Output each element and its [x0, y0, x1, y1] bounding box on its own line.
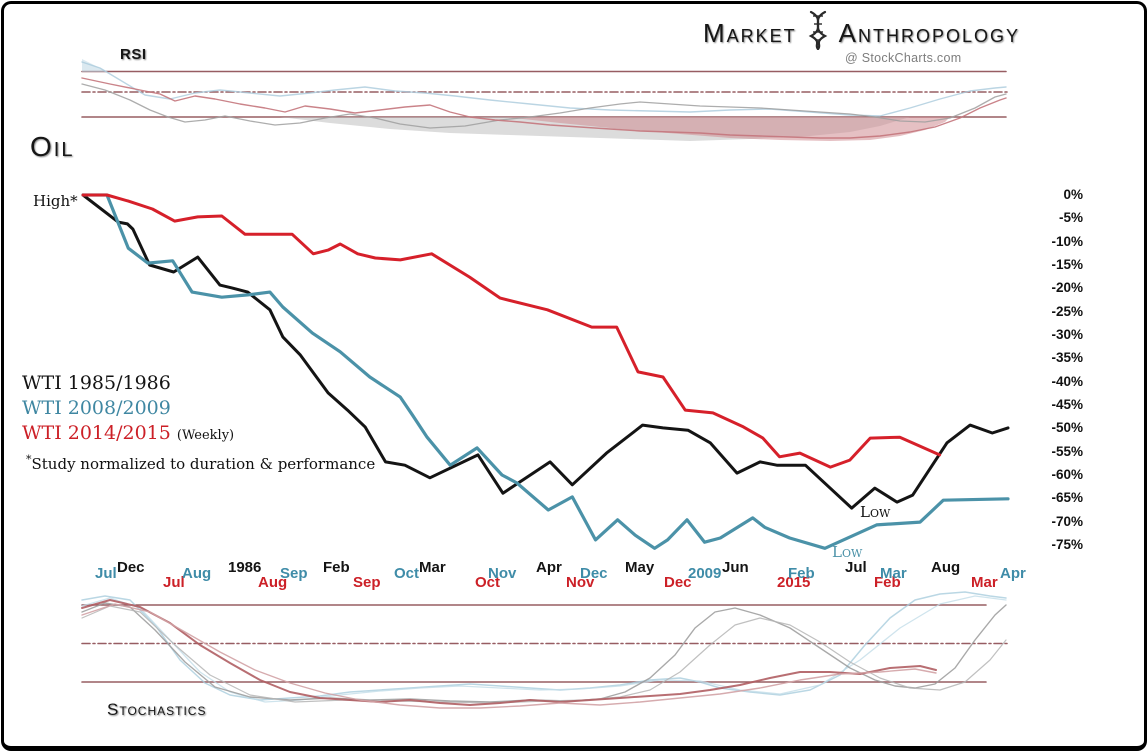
page-title: Oil [30, 131, 75, 162]
y-axis-label: -55% [1051, 443, 1083, 459]
x-axis-label-2014: Sep [353, 574, 381, 591]
x-axis-label-2008: Apr [1000, 565, 1026, 582]
x-axis-label-2008: Jul [95, 565, 117, 582]
stoch-2014-k [81, 599, 937, 706]
y-axis-label: -15% [1051, 256, 1083, 272]
x-axis-label-1985: Dec [117, 559, 145, 576]
rsi-2014 [81, 77, 1007, 139]
y-axis-label: -75% [1051, 536, 1083, 552]
x-axis-label-2008: Aug [182, 565, 212, 582]
x-axis-label-1985: Jul [845, 559, 867, 576]
y-axis-label: -20% [1051, 280, 1083, 296]
stochastics-panel-label: Stochastics [107, 700, 207, 719]
x-axis-label-2008: Dec [580, 565, 608, 582]
series-wti-1985-1986 [81, 193, 1010, 510]
study-footnote: *Study normalized to duration & performa… [26, 453, 376, 473]
y-axis-label: -25% [1051, 303, 1083, 319]
y-axis-label: -65% [1051, 490, 1083, 506]
y-axis-label: -60% [1051, 466, 1083, 482]
x-axis-label-2014: Oct [475, 574, 501, 591]
y-axis-label: -35% [1051, 350, 1083, 366]
legend-item-1985: WTI 1985/1986 [22, 372, 171, 394]
legend-item-2008: WTI 2008/2009 [22, 397, 171, 419]
x-axis-label-2014: Nov [566, 574, 595, 591]
y-axis-label: -30% [1051, 326, 1083, 342]
low-annotation-1985: Low [860, 503, 891, 521]
stockcharts-credit: @ StockCharts.com [845, 51, 962, 65]
legend-weekly-suffix: (Weekly) [176, 428, 235, 443]
brand-header: Market Anthropology [703, 10, 1020, 57]
x-axis-label-2014: Jul [163, 574, 185, 591]
y-axis-label: -50% [1051, 420, 1083, 436]
y-axis-label: -45% [1051, 396, 1083, 412]
series-wti-2008-2009 [81, 193, 1010, 550]
x-axis-label-2014: Mar [971, 574, 998, 591]
x-axis-label-2008: Feb [788, 565, 815, 582]
stoch-1985-k [81, 602, 1007, 703]
stoch-2008-k [81, 591, 1007, 701]
x-axis-label-1985: Feb [323, 559, 350, 576]
y-axis-label: -40% [1051, 373, 1083, 389]
y-axis-label: -5% [1058, 210, 1083, 226]
legend: WTI 1985/1986 WTI 2008/2009 WTI 2014/201… [22, 371, 234, 448]
brand-anthropology: Anthropology [838, 18, 1021, 48]
rsi-2008 [81, 61, 1007, 117]
y-axis-label: -10% [1051, 233, 1083, 249]
x-axis-label-2014: Feb [874, 574, 901, 591]
brand-market: Market [703, 18, 797, 48]
stoch-1985-d [81, 605, 1007, 704]
x-axis-label-2014: Dec [664, 574, 692, 591]
high-annotation: High* [33, 192, 78, 210]
y-axis-label: 0% [1063, 187, 1083, 202]
x-axis-label-2008: Sep [280, 565, 308, 582]
x-axis-label-2014: 2015 [777, 574, 811, 591]
x-axis-label-1985: Mar [419, 559, 446, 576]
low-annotation-2008: Low [832, 543, 863, 561]
stoch-2008-d [81, 595, 1007, 703]
x-axis-label-1985: 1986 [228, 559, 262, 576]
x-axis-label-1985: May [625, 559, 655, 576]
x-axis-label-1985: Jun [722, 559, 749, 576]
x-axis-label-1985: Apr [536, 559, 562, 576]
rsi-1985 [81, 83, 1007, 129]
y-axis-label: -70% [1051, 513, 1083, 529]
x-axis-label-1985: Aug [931, 559, 961, 576]
x-axis-label-2008: Mar [880, 565, 907, 582]
x-axis-label-2014: Aug [258, 574, 288, 591]
legend-item-2014: WTI 2014/2015 (Weekly) [22, 422, 235, 444]
rsi-red-fill [505, 117, 950, 141]
rsi-panel-label: RSI [120, 46, 147, 63]
x-axis-label-2008: Nov [488, 565, 517, 582]
series-wti-2014-2015-weekly- [81, 193, 942, 469]
dna-helix-icon [806, 10, 830, 57]
x-axis-label-2008: 2009 [688, 565, 722, 582]
stoch-2014-d [81, 603, 937, 709]
x-axis-label-2008: Oct [394, 565, 420, 582]
